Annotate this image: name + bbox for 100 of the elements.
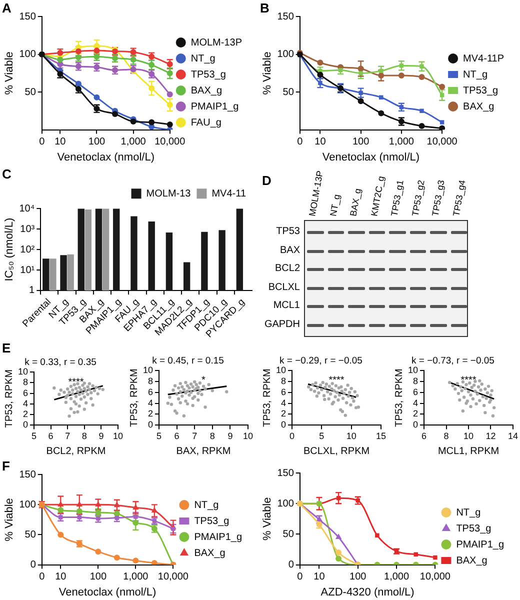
point [148, 119, 155, 126]
point [75, 80, 82, 87]
y-tick-label: 100 [277, 49, 294, 60]
point [464, 386, 467, 390]
point [328, 392, 332, 396]
y-tick-label: 10 [408, 364, 418, 375]
x-tick-label: 14 [508, 431, 518, 442]
point [130, 118, 136, 124]
annotation: **** [68, 376, 84, 388]
x-axis-title: BCLXL, RPKM [303, 446, 370, 457]
point [461, 380, 465, 384]
point [324, 386, 327, 389]
legend-label: PMAIP1_g [190, 101, 239, 112]
y-axis-title: IC₅₀ (nmol/L) [4, 218, 16, 282]
point [469, 393, 472, 397]
point [196, 392, 200, 396]
point [82, 382, 86, 385]
point [468, 381, 472, 385]
y-tick-label: 10 [18, 366, 28, 376]
point [328, 384, 331, 388]
point [344, 388, 347, 392]
point [204, 387, 207, 391]
point [318, 384, 322, 387]
point [309, 388, 313, 392]
point [469, 404, 472, 408]
x-tick-label: 5 [319, 431, 324, 442]
point [182, 414, 186, 418]
point [72, 383, 76, 386]
point [52, 386, 56, 390]
x-tick-label: 7 [65, 431, 70, 442]
point [327, 397, 330, 400]
point [490, 389, 494, 392]
point [58, 532, 64, 538]
point [172, 388, 175, 392]
point [354, 406, 358, 410]
point [72, 400, 76, 404]
point [204, 406, 207, 409]
category-label: GAPDH [264, 318, 300, 330]
point [476, 385, 480, 388]
x-tick-label: 6 [174, 431, 180, 442]
x-tick-label: 6 [422, 431, 427, 442]
point [90, 391, 93, 394]
point [170, 402, 174, 406]
legend-label: BAX_g [194, 548, 226, 559]
point [312, 390, 316, 393]
chart-title: B [260, 0, 270, 16]
point [350, 396, 354, 400]
point [96, 392, 100, 396]
legend-label: NT_g [463, 69, 488, 80]
point [346, 384, 350, 387]
point [71, 392, 74, 396]
point [459, 385, 462, 388]
x-axis-title: Venetoclax (nmol/L) [58, 586, 156, 598]
point [353, 390, 356, 394]
point [336, 398, 340, 402]
point [66, 387, 70, 391]
point [94, 94, 100, 100]
chart-subtitle: k = −0.29, r = −0.05 [280, 355, 362, 366]
x-tick-label: 0 [39, 572, 46, 583]
point [91, 384, 94, 388]
x-tick-label: 0 [297, 136, 304, 148]
point [311, 383, 314, 386]
x-tick-label: 8 [82, 431, 87, 442]
point [330, 387, 334, 391]
point [114, 554, 120, 561]
category-label: BCLXL [268, 282, 300, 293]
point [94, 386, 98, 390]
point [462, 396, 466, 399]
point [348, 390, 352, 394]
y-tick-label: 10 [142, 364, 154, 375]
point [322, 394, 326, 398]
point [74, 402, 78, 406]
y-tick-label: 50 [282, 86, 294, 98]
y-tick-label: 6 [280, 386, 286, 397]
point [188, 386, 191, 390]
y-tick-label: 1 [29, 285, 36, 296]
point [210, 389, 214, 392]
x-axis-title: AZD-4320 (nmol/L) [320, 586, 414, 598]
point [81, 384, 84, 387]
x-tick-label: 1,000 [384, 572, 410, 583]
x-tick-label: 10 [314, 572, 326, 583]
point [184, 380, 188, 384]
point [207, 383, 210, 386]
legend-label: BAX_g [190, 85, 222, 96]
x-axis-title: BCL2, RPKM [46, 446, 106, 457]
x-axis-title: Venetoclax (nmol/L) [322, 151, 420, 164]
legend-label: NT_g [190, 53, 216, 64]
point [198, 381, 202, 385]
point [84, 390, 88, 393]
x-tick-label: 100 [352, 136, 370, 148]
point [466, 390, 470, 394]
point [335, 534, 342, 540]
chart-subtitle: k = −0.73, r = −0.05 [412, 355, 494, 366]
legend-label: MOLM-13 [146, 188, 192, 200]
point [98, 386, 102, 390]
point [151, 560, 158, 565]
category-label: BCL2 [274, 263, 300, 274]
point [448, 380, 452, 384]
point [358, 66, 364, 72]
point [484, 410, 487, 414]
